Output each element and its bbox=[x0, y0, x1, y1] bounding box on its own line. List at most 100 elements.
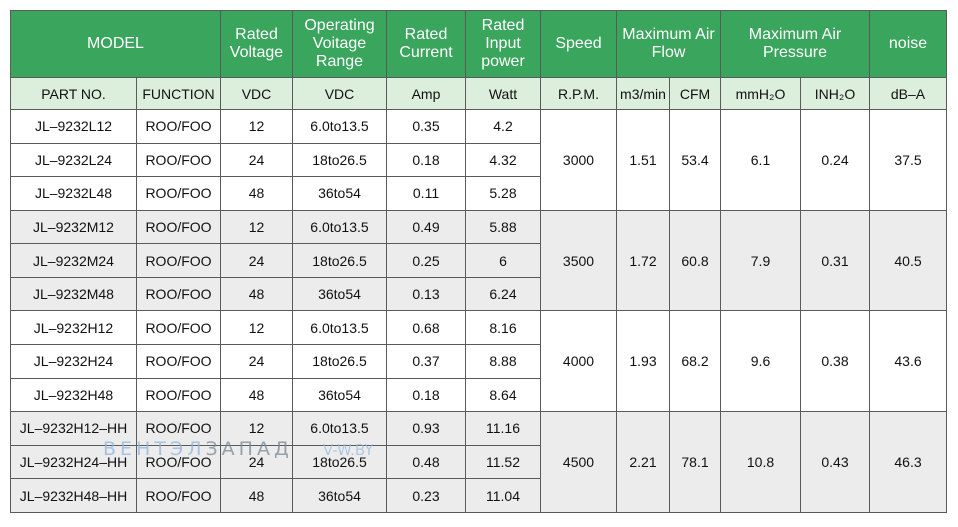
unit-rated-voltage: VDC bbox=[220, 77, 293, 110]
speed-cell: 4500 bbox=[540, 411, 617, 513]
current-cell: 0.37 bbox=[386, 344, 466, 379]
table-row: JL–9232H12 ROO/FOO 12 6.0to13.5 0.68 8.1… bbox=[10, 310, 948, 413]
unit-noise: dB–A bbox=[869, 77, 948, 110]
current-cell: 0.23 bbox=[386, 478, 466, 513]
unit-speed: R.P.M. bbox=[540, 77, 617, 110]
current-cell: 0.18 bbox=[386, 377, 466, 413]
current-cell: 0.49 bbox=[386, 209, 466, 245]
rated-voltage-cell: 24 bbox=[220, 243, 293, 278]
table-row: JL–9232M48 ROO/FOO 48 36to54 0.13 6.24 bbox=[10, 276, 947, 312]
pressure-mm-cell: 7.9 bbox=[720, 209, 801, 312]
function-cell: ROO/FOO bbox=[136, 243, 221, 278]
table-row: JL–9232M12 ROO/FOO 12 6.0to13.5 0.49 5.8… bbox=[10, 209, 948, 312]
voltage-range-cell: 36to54 bbox=[292, 478, 387, 513]
power-cell: 6 bbox=[465, 243, 541, 278]
flow-m3-cell: 1.93 bbox=[616, 310, 670, 413]
voltage-range-cell: 6.0to13.5 bbox=[292, 310, 387, 346]
rated-voltage-cell: 48 bbox=[220, 377, 293, 413]
pressure-in-cell: 0.38 bbox=[799, 310, 871, 413]
pressure-in-cell: 0.31 bbox=[799, 209, 871, 312]
part-no-cell: JL–9232H12–HH bbox=[10, 411, 137, 446]
function-cell: ROO/FOO bbox=[136, 411, 221, 446]
voltage-range-cell: 6.0to13.5 bbox=[292, 109, 387, 144]
table-row: JL–9232H12–HH ROO/FOO 12 6.0to13.5 0.93 … bbox=[10, 411, 948, 513]
power-cell: 4.32 bbox=[465, 142, 541, 178]
flow-cfm-cell: 53.4 bbox=[669, 109, 721, 211]
rated-voltage-cell: 12 bbox=[220, 310, 293, 346]
voltage-range-cell: 18to26.5 bbox=[292, 142, 387, 178]
header-rated-current: Rated Current bbox=[386, 10, 466, 78]
power-cell: 11.16 bbox=[465, 411, 541, 446]
rated-voltage-cell: 24 bbox=[220, 444, 293, 480]
power-cell: 8.88 bbox=[465, 344, 541, 379]
header-rated-input-power: Rated Input power bbox=[465, 10, 541, 78]
header-rated-voltage: Rated Voltage bbox=[220, 10, 293, 78]
rated-voltage-cell: 24 bbox=[220, 142, 293, 178]
function-cell: ROO/FOO bbox=[136, 276, 221, 312]
table-row: JL–9232H24 ROO/FOO 24 18to26.5 0.37 8.88 bbox=[10, 344, 947, 379]
voltage-range-cell: 18to26.5 bbox=[292, 444, 387, 480]
voltage-range-cell: 36to54 bbox=[292, 176, 387, 211]
part-no-cell: JL–9232H12 bbox=[10, 310, 137, 346]
rated-voltage-cell: 48 bbox=[220, 176, 293, 211]
part-no-cell: JL–9232M48 bbox=[10, 276, 137, 312]
unit-flow-m3: m3/min bbox=[616, 77, 670, 110]
function-cell: ROO/FOO bbox=[136, 209, 221, 245]
header-noise: noise bbox=[869, 10, 948, 78]
voltage-range-cell: 6.0to13.5 bbox=[292, 209, 387, 245]
voltage-range-cell: 6.0to13.5 bbox=[292, 411, 387, 446]
table-row: JL–9232H48–HH ROO/FOO 48 36to54 0.23 11.… bbox=[10, 478, 947, 513]
part-no-cell: JL–9232H24–HH bbox=[10, 444, 137, 480]
voltage-range-cell: 18to26.5 bbox=[292, 243, 387, 278]
part-no-cell: JL–9232H24 bbox=[10, 344, 137, 379]
power-cell: 11.04 bbox=[465, 478, 541, 513]
table-row: JL–9232L24 ROO/FOO 24 18to26.5 0.18 4.32 bbox=[10, 142, 947, 178]
rated-voltage-cell: 12 bbox=[220, 109, 293, 144]
flow-m3-cell: 1.72 bbox=[616, 209, 670, 312]
current-cell: 0.48 bbox=[386, 444, 466, 480]
header-operating-voltage-range: Operating Voitage Range bbox=[292, 10, 387, 78]
table-row: JL–9232L48 ROO/FOO 48 36to54 0.11 5.28 bbox=[10, 176, 947, 211]
power-cell: 8.16 bbox=[465, 310, 541, 346]
unit-operating-voltage: VDC bbox=[292, 77, 387, 110]
pressure-mm-cell: 10.8 bbox=[720, 411, 801, 513]
current-cell: 0.68 bbox=[386, 310, 466, 346]
function-cell: ROO/FOO bbox=[136, 377, 221, 413]
header-model: MODEL bbox=[10, 10, 221, 78]
part-no-cell: JL–9232H48 bbox=[10, 377, 137, 413]
function-cell: ROO/FOO bbox=[136, 109, 221, 144]
speed-cell: 4000 bbox=[540, 310, 617, 413]
noise-cell: 40.5 bbox=[869, 209, 948, 312]
function-cell: ROO/FOO bbox=[136, 478, 221, 513]
flow-m3-cell: 1.51 bbox=[616, 109, 670, 211]
pressure-in-cell: 0.43 bbox=[799, 411, 871, 513]
rated-voltage-cell: 12 bbox=[220, 209, 293, 245]
header-max-air-flow: Maximum Air Flow bbox=[616, 10, 721, 78]
noise-cell: 46.3 bbox=[869, 411, 948, 513]
pressure-in-cell: 0.24 bbox=[799, 109, 871, 211]
voltage-range-cell: 18to26.5 bbox=[292, 344, 387, 379]
unit-part-no: PART NO. bbox=[10, 77, 137, 110]
power-cell: 8.64 bbox=[465, 377, 541, 413]
noise-cell: 37.5 bbox=[869, 109, 948, 211]
header-row: MODEL Rated Voltage Operating Voitage Ra… bbox=[10, 10, 948, 78]
noise-cell: 43.6 bbox=[869, 310, 948, 413]
fan-spec-table: MODEL Rated Voltage Operating Voitage Ra… bbox=[10, 10, 948, 513]
current-cell: 0.25 bbox=[386, 243, 466, 278]
rated-voltage-cell: 48 bbox=[220, 276, 293, 312]
header-max-air-pressure: Maximum Air Pressure bbox=[719, 10, 871, 78]
current-cell: 0.18 bbox=[386, 142, 466, 178]
power-cell: 5.28 bbox=[465, 176, 541, 211]
power-cell: 11.52 bbox=[465, 444, 541, 480]
pressure-mm-cell: 9.6 bbox=[720, 310, 801, 413]
unit-pressure-in: INH₂O bbox=[799, 77, 871, 110]
units-row: PART NO. FUNCTION VDC VDC Amp Watt R.P.M… bbox=[10, 77, 948, 110]
voltage-range-cell: 36to54 bbox=[292, 377, 387, 413]
power-cell: 6.24 bbox=[465, 276, 541, 312]
unit-current: Amp bbox=[386, 77, 466, 110]
rated-voltage-cell: 24 bbox=[220, 344, 293, 379]
function-cell: ROO/FOO bbox=[136, 142, 221, 178]
function-cell: ROO/FOO bbox=[136, 444, 221, 480]
unit-pressure-mm: mmH₂O bbox=[720, 77, 801, 110]
power-cell: 4.2 bbox=[465, 109, 541, 144]
